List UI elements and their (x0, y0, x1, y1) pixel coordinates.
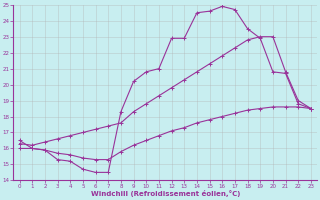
X-axis label: Windchill (Refroidissement éolien,°C): Windchill (Refroidissement éolien,°C) (91, 190, 240, 197)
